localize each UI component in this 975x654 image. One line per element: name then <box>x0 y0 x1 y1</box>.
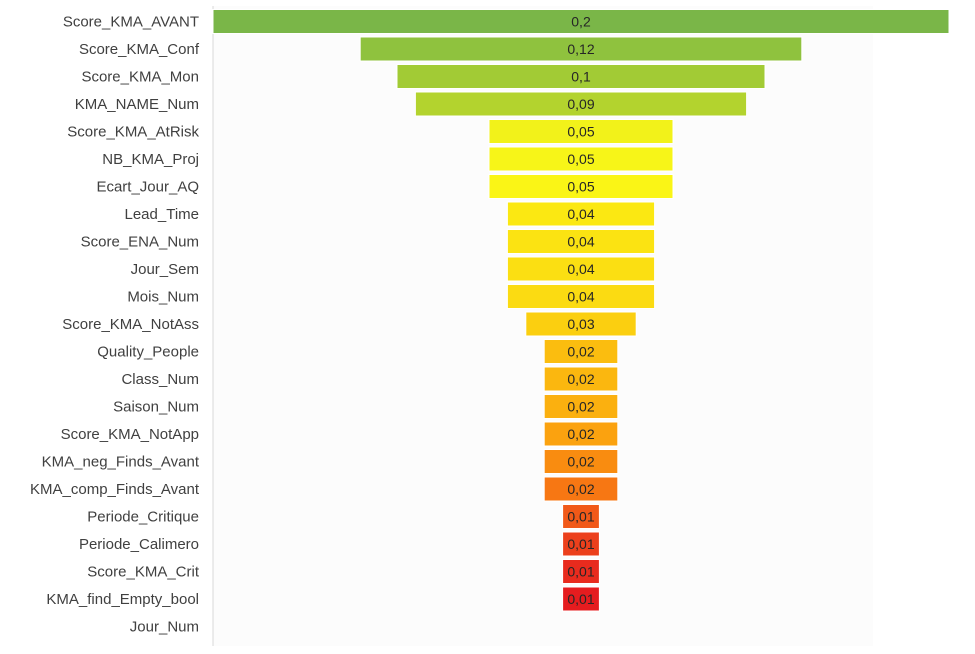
value-label-score-ena-num: 0,04 <box>567 234 594 250</box>
value-label-mois-num: 0,04 <box>567 289 594 305</box>
value-label-nb-kma-proj: 0,05 <box>567 151 594 167</box>
category-label-kma-name-num: KMA_NAME_Num <box>75 96 199 113</box>
category-label-score-kma-avant: Score_KMA_AVANT <box>63 14 199 31</box>
value-label-lead-time: 0,04 <box>567 206 594 222</box>
category-label-score-kma-atrisk: Score_KMA_AtRisk <box>67 124 199 141</box>
category-label-kma-comp-finds-avant: KMA_comp_Finds_Avant <box>30 481 200 498</box>
value-label-quality-people: 0,02 <box>567 344 594 360</box>
value-label-kma-name-num: 0,09 <box>567 96 594 112</box>
value-label-kma-neg-finds-avant: 0,02 <box>567 454 594 470</box>
category-label-mois-num: Mois_Num <box>127 289 199 306</box>
category-label-score-kma-notass: Score_KMA_NotAss <box>62 316 199 333</box>
category-label-ecart-jour-aq: Ecart_Jour_AQ <box>96 179 199 196</box>
category-label-score-kma-notapp: Score_KMA_NotApp <box>61 426 199 443</box>
value-label-score-kma-crit: 0,01 <box>567 564 594 580</box>
category-label-class-num: Class_Num <box>121 371 199 388</box>
value-label-score-kma-avant: 0,2 <box>571 14 591 30</box>
category-label-jour-sem: Jour_Sem <box>131 261 199 278</box>
category-label-lead-time: Lead_Time <box>125 206 200 223</box>
category-label-kma-neg-finds-avant: KMA_neg_Finds_Avant <box>42 454 200 471</box>
value-label-saison-num: 0,02 <box>567 399 594 415</box>
value-label-kma-comp-finds-avant: 0,02 <box>567 481 594 497</box>
value-label-jour-sem: 0,04 <box>567 261 594 277</box>
category-label-saison-num: Saison_Num <box>113 399 199 416</box>
value-label-ecart-jour-aq: 0,05 <box>567 179 594 195</box>
category-label-score-ena-num: Score_ENA_Num <box>81 234 199 251</box>
value-label-score-kma-notass: 0,03 <box>567 316 594 332</box>
value-label-score-kma-mon: 0,1 <box>571 69 591 85</box>
value-label-periode-critique: 0,01 <box>567 509 594 525</box>
category-label-nb-kma-proj: NB_KMA_Proj <box>102 151 199 168</box>
value-label-class-num: 0,02 <box>567 371 594 387</box>
category-label-jour-num: Jour_Num <box>130 619 199 636</box>
category-label-periode-calimero: Periode_Calimero <box>79 536 199 553</box>
value-label-score-kma-atrisk: 0,05 <box>567 124 594 140</box>
category-label-quality-people: Quality_People <box>97 344 199 361</box>
value-label-score-kma-notapp: 0,02 <box>567 426 594 442</box>
value-label-score-kma-conf: 0,12 <box>567 41 594 57</box>
value-label-kma-find-empty-bool: 0,01 <box>567 591 594 607</box>
category-label-score-kma-mon: Score_KMA_Mon <box>81 69 199 86</box>
category-label-score-kma-crit: Score_KMA_Crit <box>87 564 200 581</box>
category-label-kma-find-empty-bool: KMA_find_Empty_bool <box>46 591 199 608</box>
category-label-score-kma-conf: Score_KMA_Conf <box>79 41 200 58</box>
category-label-periode-critique: Periode_Critique <box>87 509 199 526</box>
category-labels: Score_KMA_AVANT Score_KMA_Conf Score_KMA_M… <box>30 14 200 636</box>
value-label-periode-calimero: 0,01 <box>567 536 594 552</box>
